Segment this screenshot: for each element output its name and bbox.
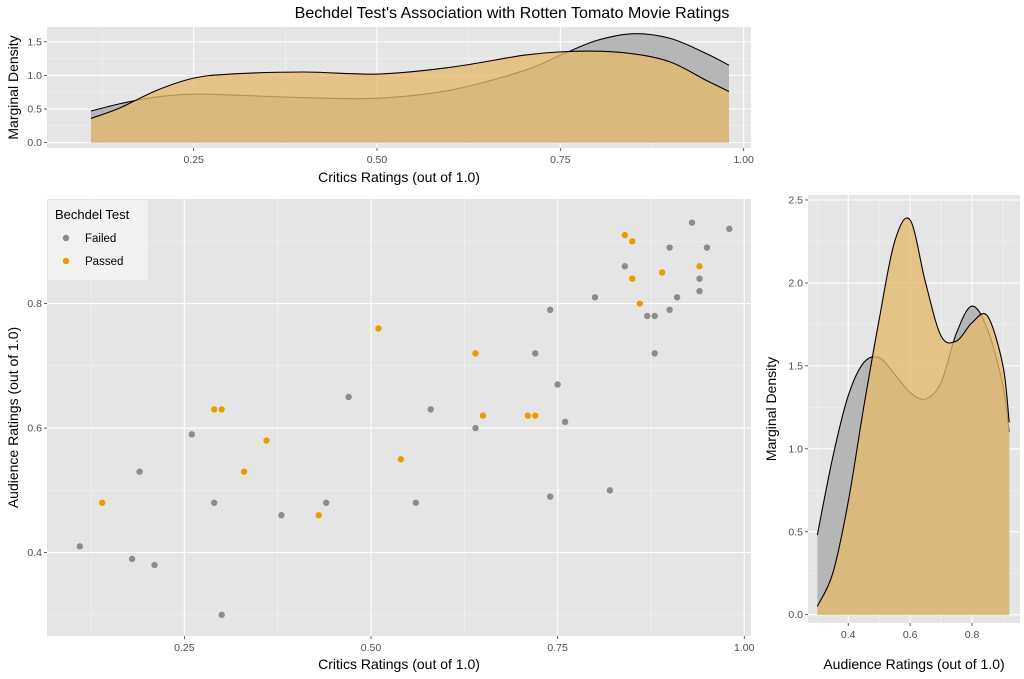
top-x-axis-title: Critics Ratings (out of 1.0) [318, 169, 480, 185]
right-panel: 0.4 0.6 0.8 0.0 0.5 1.0 1.5 2.0 2.5 Audience Rati… [763, 194, 1020, 672]
scatter-point-failed [666, 244, 673, 251]
main-x-tick-label: 0.50 [361, 642, 382, 654]
scatter-point-failed [696, 287, 703, 295]
scatter-point-failed [472, 424, 479, 432]
legend-swatch-failed [62, 234, 70, 242]
scatter-point-failed [666, 306, 673, 314]
scatter-point-failed [554, 381, 561, 388]
scatter-point-passed [375, 325, 382, 332]
right-y-axis-title: Marginal Density [763, 357, 779, 461]
scatter-point-failed [278, 512, 285, 519]
top-panel: 0.25 0.50 0.75 1.00 0.0 0.5 1.0 1.5 Critics Rati… [5, 27, 754, 185]
scatter-point-passed [472, 350, 479, 357]
top-x-tick-label: 0.50 [367, 154, 388, 166]
scatter-point-failed [644, 312, 651, 320]
scatter-point-passed [658, 269, 666, 276]
scatter-point-failed [211, 499, 218, 506]
scatter-point-failed [546, 493, 554, 500]
scatter-point-failed [696, 275, 703, 282]
top-x-tick-label: 1.00 [733, 154, 754, 166]
scatter-point-failed [606, 487, 614, 494]
scatter-point-failed [323, 499, 330, 506]
top-y-axis-title: Marginal Density [5, 35, 21, 139]
legend-label-passed: Passed [85, 256, 123, 268]
scatter-point-failed [591, 294, 599, 301]
main-x-tick-label: 0.25 [174, 642, 195, 654]
scatter-point-failed [188, 431, 196, 438]
scatter-point-failed [561, 418, 569, 426]
scatter-point-failed [651, 312, 658, 320]
scatter-point-passed [240, 468, 248, 475]
scatter-point-passed [636, 300, 643, 307]
scatter-point-passed [397, 456, 405, 463]
main-y-tick-label: 0.8 [27, 298, 42, 310]
scatter-point-passed [629, 238, 636, 245]
scatter-point-passed [621, 231, 629, 239]
scatter-point-failed [136, 468, 143, 475]
top-y-tick-label: 0.0 [27, 137, 42, 149]
scatter-point-passed [218, 406, 225, 413]
scatter-point-passed [315, 512, 322, 519]
right-y-tick-label: 1.0 [788, 443, 803, 455]
scatter-point-failed [412, 499, 419, 506]
right-x-tick-label: 0.4 [841, 629, 856, 641]
scatter-point-failed [621, 263, 629, 270]
scatter-point-passed [629, 275, 636, 282]
scatter-point-passed [532, 412, 539, 419]
scatter-point-failed [218, 611, 225, 619]
top-x-tick-label: 0.75 [550, 154, 571, 166]
main-y-tick-label: 0.4 [27, 547, 42, 559]
main-plot-background [47, 199, 751, 636]
main-x-tick-label: 1.00 [734, 642, 755, 654]
scatter-point-failed [427, 406, 434, 413]
scatter-point-passed [211, 406, 218, 413]
top-y-tick-label: 1.5 [27, 36, 42, 48]
scatter-point-failed [546, 306, 554, 314]
main-y-axis-title: Audience Ratings (out of 1.0) [5, 327, 21, 508]
scatter-point-failed [345, 393, 352, 401]
scatter-point-passed [524, 412, 531, 419]
scatter-point-failed [128, 555, 136, 563]
right-x-tick-label: 0.6 [903, 629, 918, 641]
right-density-line-passed [816, 217, 1010, 607]
legend: Bechdel Test Failed Passed [48, 200, 148, 280]
main-x-tick-label: 0.75 [547, 642, 568, 654]
top-y-tick-label: 0.5 [27, 104, 42, 116]
right-x-tick-label: 0.8 [965, 629, 980, 641]
main-panel: 0.25 0.50 0.75 1.00 0.4 0.6 0.8 Critics Ratings… [5, 199, 755, 672]
scatter-point-failed [688, 219, 696, 226]
main-y-tick-label: 0.6 [27, 423, 42, 435]
top-y-tick-label: 1.0 [27, 70, 42, 82]
right-y-tick-label: 1.5 [788, 360, 803, 372]
top-x-tick-label: 0.25 [183, 154, 204, 166]
scatter-point-passed [263, 437, 270, 444]
scatter-point-passed [696, 263, 703, 270]
top-density-line-passed [90, 50, 730, 119]
scatter-point-failed [151, 561, 158, 569]
right-x-axis-title: Audience Ratings (out of 1.0) [823, 656, 1004, 672]
scatter-point-passed [479, 412, 487, 419]
right-y-tick-label: 2.5 [788, 194, 803, 206]
right-y-tick-label: 0.5 [788, 526, 803, 538]
chart-title: Bechdel Test's Association with Rotten T… [295, 5, 730, 22]
right-y-tick-label: 2.0 [788, 277, 803, 289]
right-density-area-passed [817, 217, 1010, 615]
legend-title: Bechdel Test [55, 207, 130, 222]
main-x-axis-title: Critics Ratings (out of 1.0) [318, 656, 480, 672]
scatter-point-passed [99, 499, 106, 506]
right-y-tick-label: 0.0 [788, 609, 803, 621]
scatter-point-failed [651, 350, 658, 357]
scatter-point-failed [76, 543, 84, 550]
legend-swatch-passed [62, 257, 70, 265]
top-density-area-passed [91, 51, 729, 143]
legend-label-failed: Failed [85, 233, 116, 245]
scatter-point-failed [673, 294, 681, 301]
scatter-point-failed [532, 350, 539, 357]
scatter-point-failed [703, 244, 711, 251]
scatter-point-failed [726, 225, 733, 233]
